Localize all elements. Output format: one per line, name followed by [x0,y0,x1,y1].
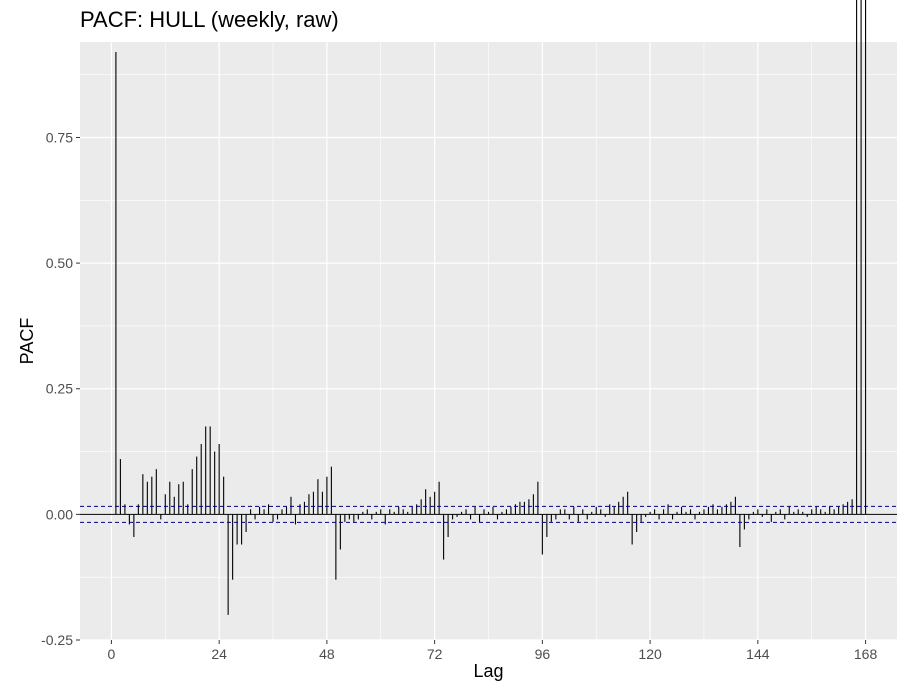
confidence-bounds [80,505,897,523]
y-tick-label: 0.25 [46,381,73,397]
x-axis-ticks: 0 24 48 72 96 120 144 168 [108,640,878,662]
y-axis-ticks: -0.25 0.00 0.25 0.50 0.75 [41,129,80,648]
y-tick-label: 0.50 [46,255,73,271]
x-tick-label: 144 [746,646,770,662]
y-axis-title: PACF [17,318,37,365]
x-tick-label: 24 [211,646,227,662]
x-tick-label: 0 [108,646,116,662]
y-tick-label: 0.00 [46,506,73,522]
x-tick-label: 72 [427,646,443,662]
x-axis-title: Lag [473,661,503,681]
y-tick-label: 0.75 [46,129,73,145]
pacf-bars [115,0,867,615]
x-tick-label: 168 [854,646,878,662]
chart-title: PACF: HULL (weekly, raw) [80,7,339,32]
x-tick-label: 48 [319,646,335,662]
y-tick-label: -0.25 [41,632,73,648]
x-tick-label: 120 [638,646,662,662]
x-tick-label: 96 [535,646,551,662]
minor-grid [80,42,897,640]
